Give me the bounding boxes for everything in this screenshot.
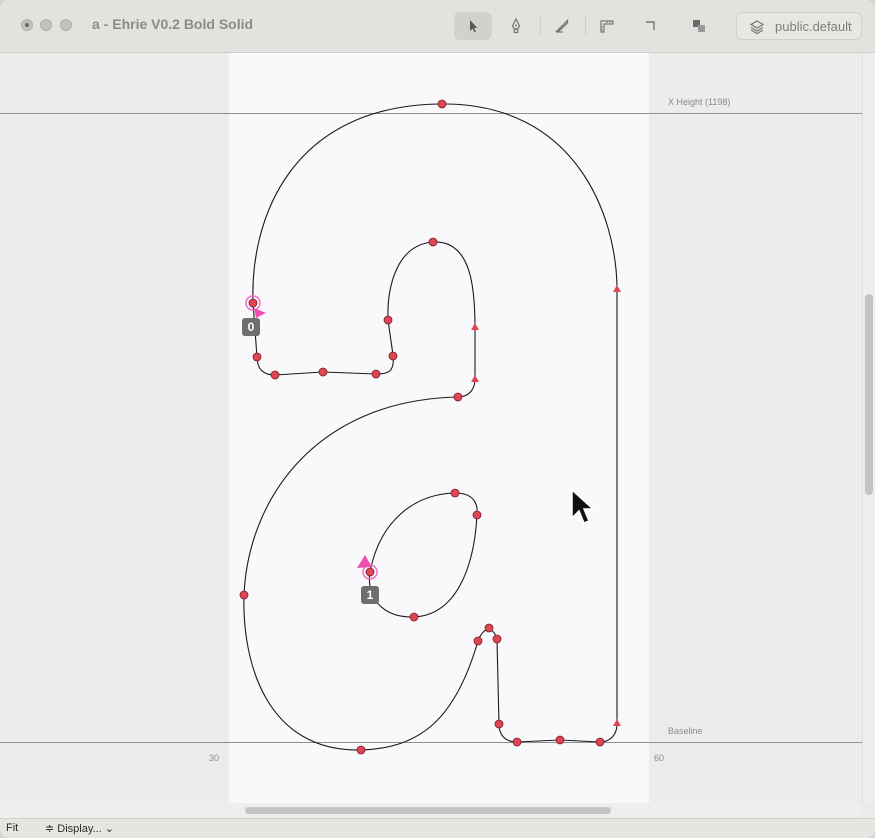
point	[239, 590, 249, 600]
right-sidebearing-value: 60	[654, 753, 665, 763]
ruler-icon	[600, 20, 614, 33]
point	[318, 367, 328, 377]
point	[270, 370, 280, 380]
point	[512, 737, 522, 747]
pointer-tool-button[interactable]	[454, 12, 492, 40]
point	[472, 510, 482, 520]
point	[371, 369, 381, 379]
point	[409, 612, 419, 622]
metrics-tool-button[interactable]	[588, 12, 626, 40]
start-point-0	[245, 295, 266, 318]
tangent-point	[471, 323, 479, 330]
point	[595, 737, 605, 747]
left-sidebearing-value: 30	[209, 753, 220, 763]
close-button[interactable]	[21, 19, 33, 31]
point	[473, 636, 483, 646]
tangent-point	[613, 285, 621, 292]
fit-button[interactable]: Fit	[6, 822, 19, 834]
components-tool-button[interactable]	[680, 12, 718, 40]
tangent-point	[613, 719, 621, 726]
pen-icon	[511, 18, 521, 34]
point	[356, 745, 366, 755]
corner-icon	[646, 21, 655, 30]
toolbar-separator	[540, 17, 541, 35]
corner-tool-button[interactable]	[631, 12, 669, 40]
pen-tool-button[interactable]	[497, 12, 535, 40]
point	[494, 719, 504, 729]
status-bar: Fit ≑ Display... ⌄	[0, 818, 875, 838]
inner-contour	[368, 492, 478, 618]
start-point-1	[357, 555, 378, 580]
knife-icon	[555, 18, 569, 33]
mouse-cursor-icon	[571, 488, 594, 524]
horizontal-scrollbar[interactable]	[0, 803, 862, 818]
point	[450, 488, 460, 498]
window-title: a - Ehrie V0.2 Bold Solid	[92, 16, 254, 32]
point	[252, 352, 262, 362]
knife-tool-button[interactable]	[543, 12, 581, 40]
glyph-canvas[interactable]: X Height (1198) Baseline 30 60	[0, 53, 862, 803]
tangent-point	[471, 375, 479, 382]
point	[453, 392, 463, 402]
glyph-outline[interactable]	[0, 53, 862, 803]
components-icon	[693, 20, 705, 32]
point	[492, 634, 502, 644]
layer-selector-button[interactable]: public.default	[736, 12, 862, 40]
baseline-label: Baseline	[668, 726, 703, 736]
baseline-guide	[0, 742, 862, 743]
title-bar: a - Ehrie V0.2 Bold Solid	[0, 0, 875, 53]
point	[428, 237, 438, 247]
point	[484, 623, 494, 633]
toolbar-separator	[585, 17, 586, 35]
outer-contour	[243, 103, 618, 751]
x-height-label: X Height (1198)	[668, 97, 731, 107]
pointer-icon	[470, 20, 478, 33]
contour-start-label: 1	[361, 586, 379, 604]
horizontal-scroll-thumb[interactable]	[245, 807, 611, 814]
zoom-button[interactable]	[60, 19, 72, 31]
minimize-button[interactable]	[40, 19, 52, 31]
x-height-guide	[0, 113, 862, 114]
glyph-advance-area	[229, 53, 649, 803]
layers-icon	[749, 20, 765, 35]
point	[383, 315, 393, 325]
vertical-scroll-thumb[interactable]	[865, 294, 873, 495]
contour-start-label: 0	[242, 318, 260, 336]
layer-name: public.default	[775, 19, 852, 34]
point	[437, 99, 447, 109]
display-menu[interactable]: ≑ Display... ⌄	[45, 823, 114, 835]
point	[555, 735, 565, 745]
point	[388, 351, 398, 361]
vertical-scrollbar[interactable]	[862, 53, 875, 803]
